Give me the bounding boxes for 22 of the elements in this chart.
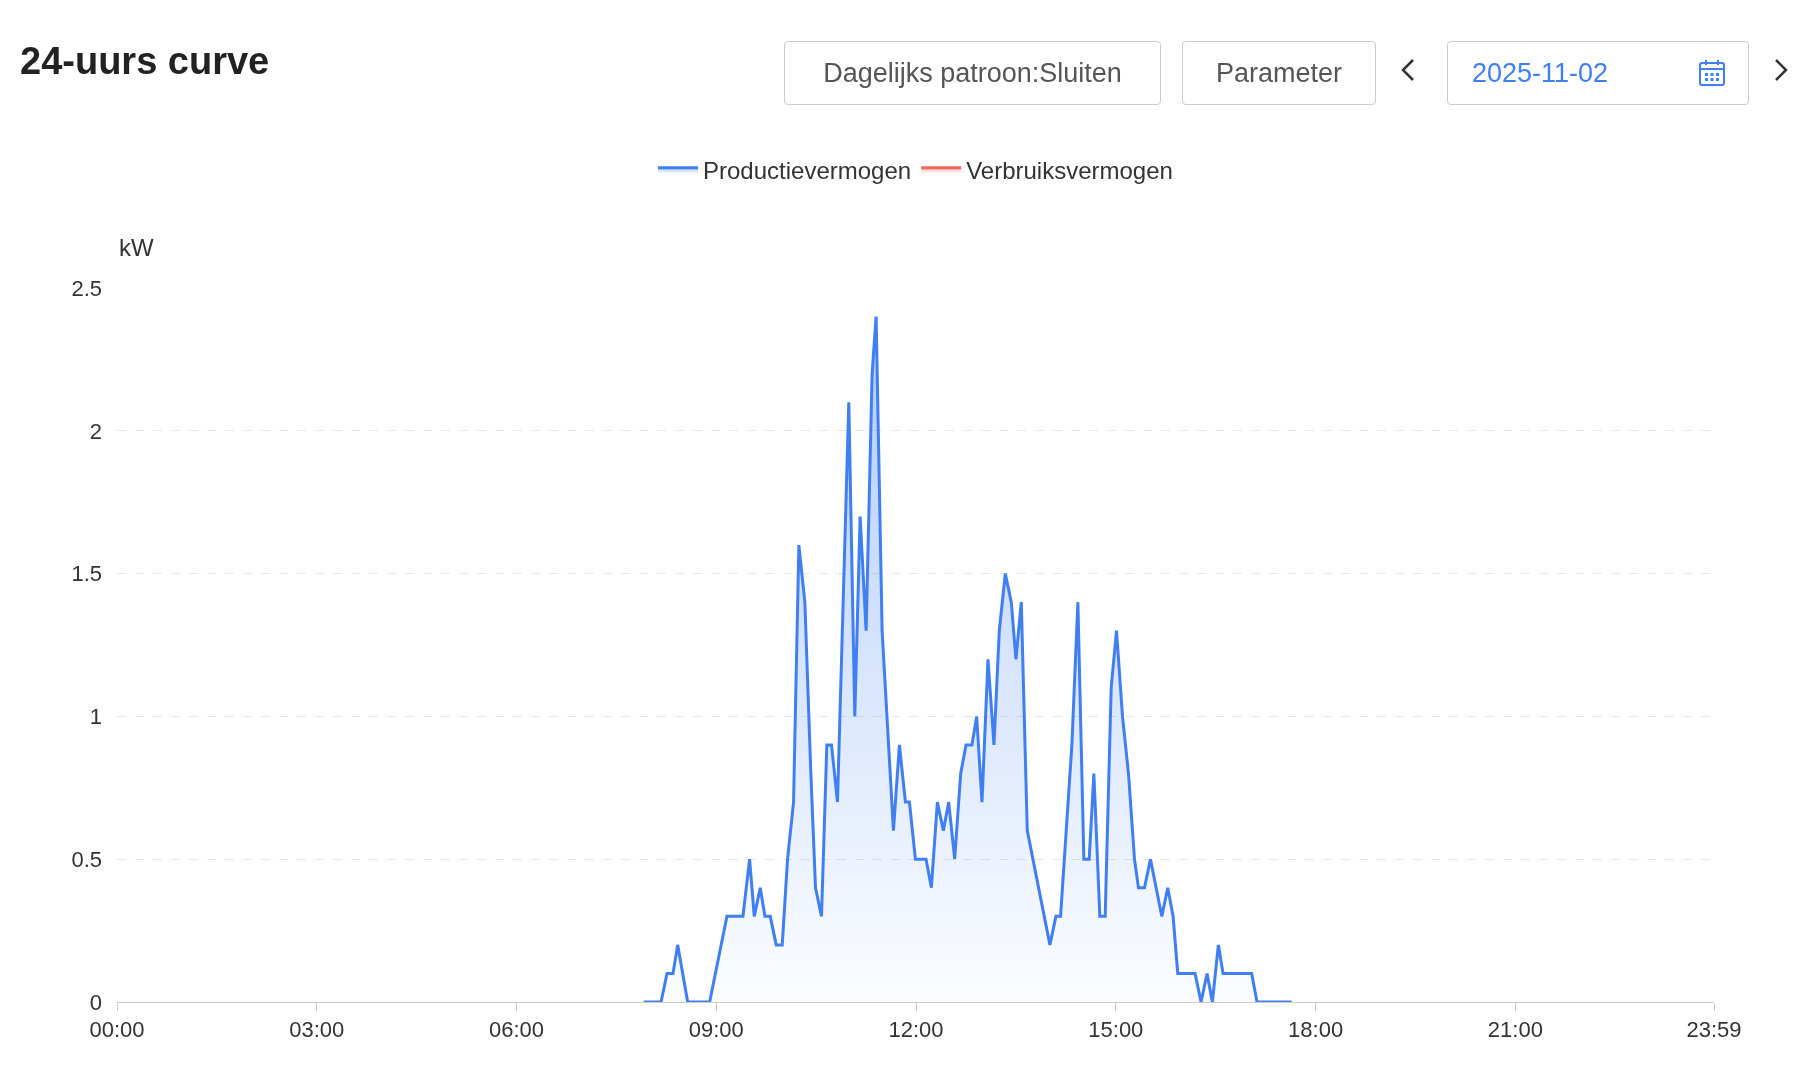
text: Dagelijks patroon:Sluiten — [823, 57, 1122, 89]
x-tick-label: 06:00 — [489, 1017, 545, 1043]
y-axis-title: kW — [119, 234, 154, 261]
y-tick-label: 1 — [89, 704, 102, 730]
x-tick-label: 00:00 — [89, 1017, 145, 1043]
y-tick-label: 2.5 — [71, 275, 102, 301]
legend-label: Verbruiksvermogen — [966, 157, 1173, 185]
text: Parameter — [1215, 57, 1343, 89]
x-tick-label: 18:00 — [1288, 1017, 1344, 1043]
legend-label: Productievermogen — [703, 157, 912, 185]
text: 2025-11-02 — [1472, 57, 1609, 89]
x-tick-label: 23:59 — [1686, 1017, 1742, 1043]
y-tick-label: 0 — [89, 989, 102, 1015]
y-tick-label: 2 — [89, 418, 102, 444]
x-tick-label: 15:00 — [1088, 1017, 1144, 1043]
x-tick-label: 09:00 — [688, 1017, 744, 1043]
y-tick-label: 1.5 — [71, 561, 102, 587]
y-tick-label: 0.5 — [71, 846, 102, 872]
chart-title: 24-uurs curve — [20, 40, 270, 83]
x-tick-label: 03:00 — [289, 1017, 345, 1043]
x-tick-label: 21:00 — [1487, 1017, 1543, 1043]
x-tick-label: 12:00 — [888, 1017, 944, 1043]
